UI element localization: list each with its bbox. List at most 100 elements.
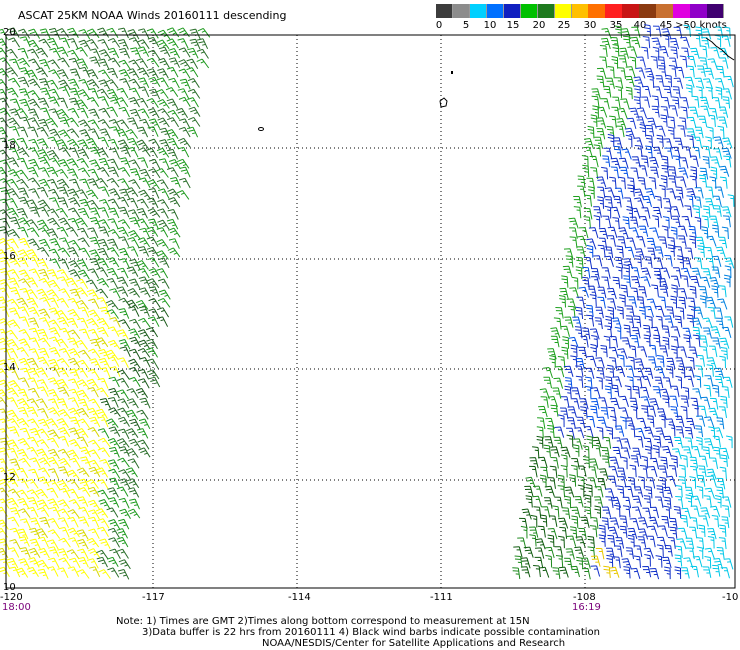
wind-barb	[7, 468, 20, 479]
wind-barb	[47, 297, 59, 309]
wind-barb	[59, 37, 71, 49]
wind-barb	[715, 86, 723, 100]
wind-barb	[587, 125, 595, 139]
wind-barb	[711, 255, 722, 268]
wind-barb	[707, 536, 715, 549]
wind-barb	[89, 358, 101, 369]
wind-barb	[698, 115, 708, 128]
wind-barb	[635, 435, 644, 448]
wind-barb	[529, 534, 537, 547]
wind-barb	[139, 397, 151, 409]
wind-barb	[68, 537, 80, 548]
wind-barb	[603, 565, 611, 578]
wind-barb	[613, 195, 622, 208]
wind-barb	[629, 216, 639, 229]
wind-barb	[187, 88, 201, 99]
wind-barb	[128, 209, 140, 220]
wind-barb	[106, 27, 119, 38]
wind-barb	[622, 216, 630, 229]
wind-barb	[26, 478, 39, 489]
wind-barb	[571, 458, 580, 470]
wind-barb	[77, 167, 91, 178]
wind-barb	[695, 126, 704, 139]
wind-barb	[127, 487, 140, 498]
wind-barb	[67, 488, 80, 499]
wind-barb	[650, 326, 661, 339]
wind-barb	[674, 196, 684, 208]
wind-barb	[77, 148, 90, 160]
wind-barb	[612, 96, 621, 109]
wind-barb	[600, 98, 610, 110]
wind-barb	[601, 166, 609, 180]
wind-barb	[690, 565, 699, 578]
wind-barb	[624, 486, 634, 498]
wind-barb	[586, 435, 593, 449]
wind-barb	[0, 38, 8, 49]
wind-barb	[571, 387, 581, 399]
wind-barb	[48, 546, 60, 557]
wind-barb	[138, 339, 151, 350]
wind-barb	[97, 238, 110, 250]
wind-barb	[18, 377, 30, 388]
wind-barb	[584, 494, 592, 508]
wind-barb	[148, 138, 161, 149]
wind-barb	[88, 516, 100, 528]
wind-barb	[610, 37, 619, 49]
wind-barb	[575, 306, 584, 320]
wind-barb	[598, 524, 606, 538]
wind-barb	[684, 427, 694, 439]
wind-barb	[96, 549, 109, 560]
wind-barb	[0, 527, 9, 538]
wind-barb	[577, 476, 585, 489]
wind-barb	[677, 346, 687, 358]
wind-barb	[512, 567, 521, 580]
wind-barb	[587, 285, 597, 297]
wind-barb	[9, 126, 20, 137]
wind-barb	[652, 146, 663, 158]
wind-barb	[573, 196, 582, 208]
wind-barb	[675, 545, 683, 558]
wind-barb	[596, 376, 603, 390]
wind-barb	[677, 288, 688, 300]
wind-barb	[538, 456, 548, 468]
wind-barb	[621, 438, 631, 450]
legend-swatch	[588, 4, 606, 18]
wind-barb	[596, 367, 605, 379]
wind-barb	[576, 235, 587, 247]
wind-barb	[587, 546, 596, 559]
wind-barb	[677, 527, 688, 539]
wind-barb	[0, 198, 10, 210]
wind-barb	[56, 358, 70, 368]
wind-barb	[129, 336, 141, 348]
wind-barb	[704, 416, 715, 428]
wind-barb	[118, 47, 130, 59]
wind-barb	[612, 446, 622, 459]
wind-barb	[630, 167, 639, 180]
wind-barb	[66, 549, 80, 559]
wind-barb	[125, 187, 139, 197]
wind-barb	[664, 496, 672, 510]
wind-barb	[148, 118, 161, 129]
wind-barb	[196, 38, 209, 50]
wind-barb	[585, 376, 593, 389]
wind-barb	[599, 45, 608, 57]
wind-barb	[117, 219, 131, 229]
wind-barb	[666, 365, 674, 379]
wind-barb	[674, 554, 683, 567]
wind-barb	[572, 316, 582, 328]
wind-barb	[720, 395, 728, 409]
wind-barb	[682, 446, 693, 458]
wind-barb	[525, 476, 536, 488]
wind-barb	[17, 126, 29, 138]
wind-barb	[625, 75, 635, 88]
wind-barb	[89, 207, 101, 219]
wind-barb	[148, 188, 160, 199]
wind-barb	[17, 157, 29, 169]
wind-barb	[564, 486, 575, 498]
wind-barb	[189, 38, 201, 50]
wind-barb	[47, 539, 59, 550]
wind-barb	[584, 385, 592, 399]
wind-barb	[666, 188, 677, 200]
wind-barb	[577, 465, 587, 477]
wind-barb	[596, 117, 607, 129]
